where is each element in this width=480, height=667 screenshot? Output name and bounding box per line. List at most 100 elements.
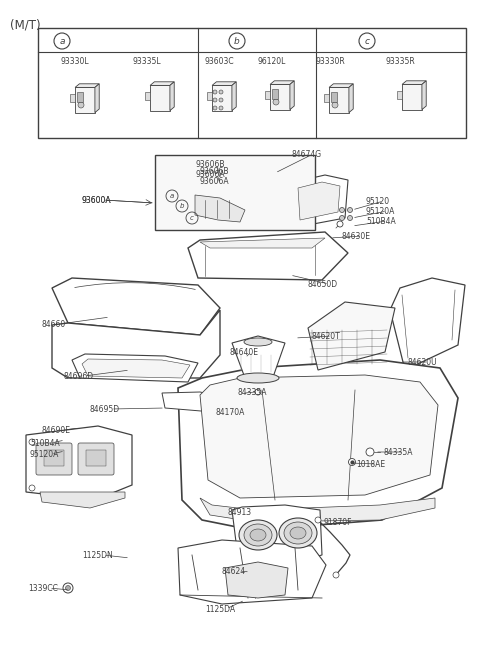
Polygon shape <box>290 81 294 109</box>
Polygon shape <box>200 498 435 522</box>
Text: 95120A: 95120A <box>30 450 60 459</box>
Circle shape <box>348 207 352 213</box>
Text: b: b <box>180 203 184 209</box>
Polygon shape <box>260 165 283 188</box>
Text: 1125DN: 1125DN <box>82 551 113 560</box>
Circle shape <box>219 90 223 94</box>
Text: b: b <box>234 37 240 45</box>
Circle shape <box>219 106 223 110</box>
Text: c: c <box>190 215 194 221</box>
Polygon shape <box>390 278 465 370</box>
Polygon shape <box>195 195 245 222</box>
Text: 93335R: 93335R <box>385 57 415 66</box>
Polygon shape <box>72 354 198 382</box>
FancyBboxPatch shape <box>78 443 114 475</box>
Polygon shape <box>349 84 353 113</box>
FancyBboxPatch shape <box>36 443 72 475</box>
Circle shape <box>366 448 374 456</box>
Polygon shape <box>270 85 290 109</box>
Bar <box>44 450 64 466</box>
Polygon shape <box>200 238 325 248</box>
Circle shape <box>219 98 223 102</box>
Bar <box>70 94 75 102</box>
Polygon shape <box>188 232 348 280</box>
Text: 93606B: 93606B <box>196 160 226 169</box>
Ellipse shape <box>239 520 277 550</box>
Text: 1125DA: 1125DA <box>205 605 235 614</box>
Bar <box>86 450 106 466</box>
Polygon shape <box>212 82 236 85</box>
Polygon shape <box>75 84 99 87</box>
Text: 84620U: 84620U <box>408 358 438 367</box>
Polygon shape <box>290 175 348 228</box>
Polygon shape <box>26 426 132 500</box>
Bar <box>207 92 212 100</box>
Text: 96120L: 96120L <box>258 57 286 66</box>
Ellipse shape <box>244 338 272 346</box>
Polygon shape <box>402 85 422 109</box>
Text: 84624: 84624 <box>222 567 246 576</box>
Polygon shape <box>170 82 174 111</box>
Circle shape <box>213 90 217 94</box>
Polygon shape <box>232 336 285 380</box>
Text: 1018AE: 1018AE <box>356 460 385 469</box>
Polygon shape <box>150 85 170 111</box>
Bar <box>145 92 150 100</box>
Circle shape <box>63 583 73 593</box>
Circle shape <box>339 215 345 221</box>
Circle shape <box>339 207 345 213</box>
Polygon shape <box>40 492 125 508</box>
FancyArrowPatch shape <box>75 283 195 289</box>
Text: 84335A: 84335A <box>383 448 412 457</box>
Polygon shape <box>422 81 426 109</box>
Text: 84650D: 84650D <box>308 280 338 289</box>
Circle shape <box>213 98 217 102</box>
Polygon shape <box>329 87 349 113</box>
Text: 93600A: 93600A <box>82 196 112 205</box>
Text: 93335L: 93335L <box>132 57 161 66</box>
Circle shape <box>29 439 35 445</box>
Circle shape <box>315 517 321 523</box>
Text: a: a <box>170 193 174 199</box>
Text: (M/T): (M/T) <box>10 18 41 31</box>
Circle shape <box>29 485 35 491</box>
Text: 510B4A: 510B4A <box>30 439 60 448</box>
Ellipse shape <box>244 524 272 546</box>
Text: 93330R: 93330R <box>315 57 345 66</box>
Circle shape <box>337 221 343 227</box>
Text: 84695D: 84695D <box>90 405 120 414</box>
Text: 84696D: 84696D <box>63 372 93 381</box>
Ellipse shape <box>237 373 279 383</box>
Text: 84674G: 84674G <box>292 150 322 159</box>
Bar <box>77 92 83 102</box>
Polygon shape <box>270 81 294 85</box>
Text: a: a <box>59 37 65 45</box>
Text: 93330L: 93330L <box>60 57 89 66</box>
Polygon shape <box>329 84 353 87</box>
Circle shape <box>65 586 71 590</box>
Text: 95120A: 95120A <box>366 207 396 216</box>
Text: 91870F: 91870F <box>323 518 351 527</box>
Polygon shape <box>75 87 95 113</box>
Text: 93603C: 93603C <box>204 57 234 66</box>
Text: 84335A: 84335A <box>238 388 267 397</box>
Bar <box>272 89 278 99</box>
Bar <box>265 91 270 99</box>
Polygon shape <box>212 85 232 111</box>
Ellipse shape <box>290 527 306 539</box>
Polygon shape <box>150 82 174 85</box>
Polygon shape <box>95 84 99 113</box>
Bar <box>324 94 329 102</box>
Polygon shape <box>308 302 395 370</box>
Circle shape <box>78 102 84 108</box>
Text: 93606A: 93606A <box>200 177 229 186</box>
Bar <box>331 92 337 102</box>
Text: 84913: 84913 <box>228 508 252 517</box>
Text: 1339CC: 1339CC <box>28 584 58 593</box>
Polygon shape <box>52 310 220 378</box>
Polygon shape <box>162 392 228 413</box>
Text: 510B4A: 510B4A <box>366 217 396 226</box>
Text: 93606A: 93606A <box>196 170 226 179</box>
Circle shape <box>332 102 338 108</box>
Circle shape <box>348 458 356 466</box>
